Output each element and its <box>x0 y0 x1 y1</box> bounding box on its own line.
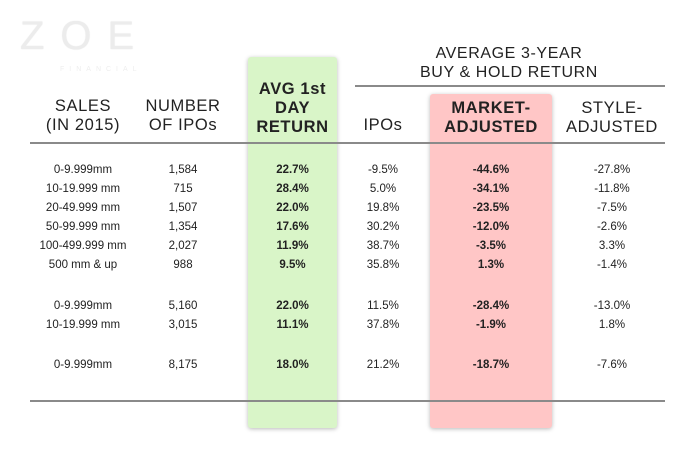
number-cell: 1,584 <box>168 164 198 176</box>
table-row: 100-499.999 mm 2,027 11.9% 38.7% -3.5% 3… <box>0 238 688 254</box>
zoe-financial-logo: ZOE FINANCIAL <box>20 14 151 73</box>
header-ipos: IPOs <box>363 116 403 134</box>
avg-return-cell: 17.6% <box>276 221 309 233</box>
number-cell: 715 <box>173 183 193 195</box>
market-adjusted-cell: -34.1% <box>472 183 510 195</box>
header-avg-first-day-return: AVG 1st DAY RETURN <box>256 80 329 136</box>
number-cell: 3,015 <box>168 319 198 331</box>
market-adjusted-cell: -1.9% <box>475 319 507 331</box>
market-adjusted-cell: -3.5% <box>475 240 507 252</box>
style-adjusted-cell: -1.4% <box>596 259 628 271</box>
table-row: 10-19.999 mm 3,015 11.1% 37.8% -1.9% 1.8… <box>0 317 688 333</box>
ipos-cell: 11.5% <box>367 300 399 312</box>
table-row: 20-49.999 mm 1,507 22.0% 19.8% -23.5% -7… <box>0 200 688 216</box>
ipos-cell: 35.8% <box>366 259 400 271</box>
market-adjusted-highlight <box>430 94 552 428</box>
sales-cell: 100-499.999 mm <box>39 240 127 252</box>
three-year-return-group-header: AVERAGE 3-YEAR BUY & HOLD RETURN <box>355 44 663 82</box>
header-rule <box>30 142 665 144</box>
table-row: 10-19.999 mm 715 28.4% 5.0% -34.1% -11.8… <box>0 181 688 197</box>
avg-return-cell: 22.0% <box>276 300 309 312</box>
style-adjusted-cell: 1.8% <box>598 319 626 331</box>
number-cell: 2,027 <box>168 240 198 252</box>
table-row: 0-9.999mm 5,160 22.0% 11.5% -28.4% -13.0… <box>0 298 688 314</box>
table-row: 0-9.999mm 1,584 22.7% -9.5% -44.6% -27.8… <box>0 162 688 178</box>
style-adjusted-cell: -11.8% <box>594 183 630 195</box>
table-row: 0-9.999mm 8,175 18.0% 21.2% -18.7% -7.6% <box>0 357 688 373</box>
group-header-line-1: AVERAGE 3-YEAR <box>435 45 583 62</box>
sales-cell: 20-49.999 mm <box>45 202 121 214</box>
avg-first-day-highlight <box>248 57 337 428</box>
ipos-cell: 19.8% <box>366 202 400 214</box>
logo-subtitle: FINANCIAL <box>60 66 142 73</box>
ipos-cell: 5.0% <box>369 183 397 195</box>
sales-cell: 0-9.999mm <box>53 359 113 371</box>
header-number-of-ipos: NUMBER OF IPOs <box>145 97 221 134</box>
ipos-cell: 21.2% <box>366 359 400 371</box>
table-row: 500 mm & up 988 9.5% 35.8% 1.3% -1.4% <box>0 257 688 273</box>
header-sales: SALES (IN 2015) <box>45 97 121 134</box>
ipos-cell: 38.7% <box>366 240 400 252</box>
market-adjusted-cell: -28.4% <box>472 300 510 312</box>
number-cell: 1,354 <box>168 221 198 233</box>
style-adjusted-cell: -2.6% <box>596 221 628 233</box>
avg-return-cell: 11.1% <box>276 319 309 331</box>
sales-cell: 10-19.999 mm <box>45 319 121 331</box>
style-adjusted-cell: -7.5% <box>596 202 628 214</box>
number-cell: 988 <box>173 259 193 271</box>
sales-cell: 500 mm & up <box>48 259 118 271</box>
market-adjusted-cell: -23.5% <box>472 202 510 214</box>
style-adjusted-cell: -7.6% <box>596 359 628 371</box>
market-adjusted-cell: -12.0% <box>472 221 510 233</box>
avg-return-cell: 9.5% <box>279 259 306 271</box>
number-cell: 8,175 <box>168 359 198 371</box>
style-adjusted-cell: -13.0% <box>593 300 631 312</box>
header-market-adjusted: MARKET- ADJUSTED <box>444 99 538 136</box>
ipos-cell: 30.2% <box>366 221 400 233</box>
market-adjusted-cell: 1.3% <box>477 259 505 271</box>
sales-cell: 0-9.999mm <box>53 164 113 176</box>
bottom-rule <box>30 400 665 402</box>
avg-return-cell: 22.7% <box>276 164 309 176</box>
number-cell: 1,507 <box>168 202 198 214</box>
sales-cell: 50-99.999 mm <box>45 221 121 233</box>
market-adjusted-cell: -18.7% <box>472 359 510 371</box>
header-style-adjusted: STYLE- ADJUSTED <box>566 99 658 136</box>
avg-return-cell: 28.4% <box>276 183 309 195</box>
avg-return-cell: 18.0% <box>276 359 309 371</box>
style-adjusted-cell: -27.8% <box>593 164 631 176</box>
group-header-line-2: BUY & HOLD RETURN <box>420 64 598 81</box>
avg-return-cell: 11.9% <box>276 240 309 252</box>
style-adjusted-cell: 3.3% <box>598 240 626 252</box>
ipos-cell: 37.8% <box>366 319 400 331</box>
number-cell: 5,160 <box>168 300 198 312</box>
market-adjusted-cell: -44.6% <box>472 164 510 176</box>
sales-cell: 0-9.999mm <box>53 300 113 312</box>
table-row: 50-99.999 mm 1,354 17.6% 30.2% -12.0% -2… <box>0 219 688 235</box>
avg-return-cell: 22.0% <box>276 202 309 214</box>
group-header-rule <box>355 85 665 87</box>
ipos-cell: -9.5% <box>367 164 399 176</box>
logo-word: ZOE <box>20 14 151 58</box>
sales-cell: 10-19.999 mm <box>45 183 121 195</box>
